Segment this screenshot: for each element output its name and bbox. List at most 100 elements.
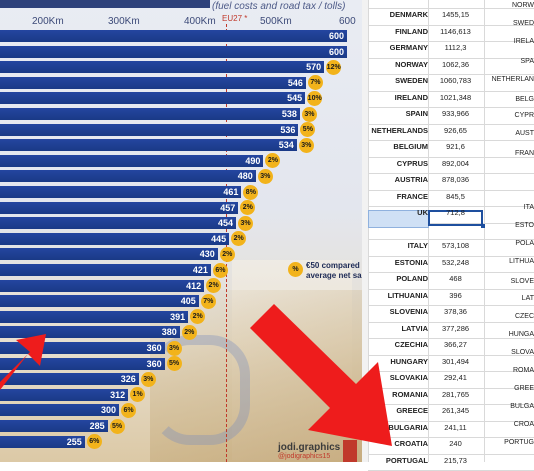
value-cell[interactable]: 532,248 xyxy=(441,257,470,267)
country-cell[interactable]: BULGARIA xyxy=(388,422,428,432)
chart-bar: 534 xyxy=(0,139,297,152)
value-cell[interactable]: 1060,783 xyxy=(439,76,472,85)
chart-bar: 312 xyxy=(0,388,129,401)
value-cell[interactable]: 281,765 xyxy=(441,389,470,399)
chart-bar: 546 xyxy=(0,76,306,89)
country-cell[interactable]: CYPRUS xyxy=(396,158,428,168)
country-cell[interactable]: AUSTRIA xyxy=(394,175,428,184)
bar-value-label: 546 xyxy=(287,77,303,88)
value-cell[interactable]: 468 xyxy=(449,274,462,283)
country-cell[interactable]: FRANCE xyxy=(396,191,428,201)
chart-bar: 412 xyxy=(0,279,205,292)
truncated-cell[interactable]: FRAN xyxy=(514,150,534,157)
truncated-cell[interactable]: CZEC xyxy=(514,313,534,320)
bar-value-label: 461 xyxy=(223,187,239,197)
country-cell[interactable]: CROATIA xyxy=(394,439,428,448)
value-cell[interactable]: 921,6 xyxy=(446,142,465,151)
country-cell[interactable]: IRELAND xyxy=(394,92,428,102)
value-cell[interactable]: 377,286 xyxy=(441,323,470,333)
country-cell[interactable]: ESTONIA xyxy=(394,257,428,267)
spreadsheet[interactable]: DENMARK 1455,15 FINLAND 1146,613 GERMANY 1112… xyxy=(362,0,534,471)
value-cell[interactable]: 378,36 xyxy=(444,307,467,316)
row-gridline xyxy=(368,41,534,42)
truncated-cell[interactable]: LAT xyxy=(521,295,534,302)
value-cell[interactable]: 1112,3 xyxy=(444,43,467,52)
value-cell[interactable]: 712,8 xyxy=(446,208,465,217)
row-gridline xyxy=(368,387,534,389)
truncated-cell[interactable]: SPA xyxy=(520,58,534,65)
country-cell[interactable]: GERMANY xyxy=(389,43,428,52)
percent-badge: 12% xyxy=(326,59,342,75)
row-gridline xyxy=(368,222,534,224)
truncated-cell[interactable]: ROMA xyxy=(513,367,534,374)
truncated-cell[interactable]: ESTO xyxy=(515,222,534,229)
percent-badge: 2% xyxy=(181,324,197,340)
value-cell[interactable]: 241,11 xyxy=(444,422,467,432)
chart-bar: 536 xyxy=(0,123,299,136)
value-cell[interactable]: 366,27 xyxy=(444,340,467,349)
truncated-cell[interactable]: BULGA xyxy=(510,403,534,410)
country-cell[interactable]: GREECE xyxy=(396,406,428,415)
value-cell[interactable]: 926,65 xyxy=(444,125,467,135)
value-cell[interactable]: 878,036 xyxy=(441,175,470,184)
value-cell[interactable]: 892,004 xyxy=(441,158,470,168)
truncated-cell[interactable]: ITA xyxy=(523,204,534,211)
truncated-cell[interactable]: CROA xyxy=(513,421,534,428)
country-cell[interactable]: LITHUANIA xyxy=(387,290,428,300)
truncated-cell[interactable]: IRELA xyxy=(513,38,534,45)
value-cell[interactable]: 1021,348 xyxy=(439,92,472,102)
country-cell[interactable]: BELGIUM xyxy=(393,142,428,151)
country-cell[interactable]: POLAND xyxy=(396,274,428,283)
truncated-cell[interactable]: POLA xyxy=(515,240,534,247)
country-cell[interactable]: PORTUGAL xyxy=(385,455,428,465)
value-cell[interactable]: 240 xyxy=(449,439,462,448)
active-cell[interactable] xyxy=(428,210,483,226)
truncated-cell[interactable]: HUNGA xyxy=(508,331,534,338)
country-cell[interactable]: SLOVENIA xyxy=(389,307,428,316)
row-gridline xyxy=(368,288,534,290)
chart-bar: 457 xyxy=(0,201,239,214)
value-cell[interactable]: 933,966 xyxy=(441,109,470,118)
x-tick-label: 300Km xyxy=(108,16,140,27)
value-cell[interactable]: 261,345 xyxy=(441,406,470,415)
truncated-cell[interactable]: NETHERLAN xyxy=(491,76,534,83)
fill-handle[interactable] xyxy=(481,224,485,228)
truncated-cell[interactable]: NORW xyxy=(511,2,534,9)
country-cell[interactable]: SWEDEN xyxy=(395,76,428,85)
country-cell[interactable]: CZECHIA xyxy=(394,340,428,349)
country-cell[interactable]: ROMANIA xyxy=(392,389,428,399)
country-cell[interactable]: SPAIN xyxy=(405,109,428,118)
percent-badge: 5% xyxy=(300,122,316,138)
country-cell[interactable]: UK xyxy=(417,208,428,217)
value-cell[interactable]: 1146,613 xyxy=(440,26,471,36)
truncated-cell[interactable]: AUST xyxy=(515,130,534,137)
value-cell[interactable]: 845,5 xyxy=(446,191,465,201)
truncated-cell[interactable]: SWED xyxy=(513,20,534,27)
percent-badge: 2% xyxy=(240,200,256,216)
value-cell[interactable]: 1455,15 xyxy=(441,10,470,19)
truncated-cell[interactable]: SLOVA xyxy=(511,349,534,356)
country-cell[interactable]: SLOVAKIA xyxy=(389,373,428,382)
truncated-cell[interactable]: GREE xyxy=(514,385,534,392)
truncated-cell[interactable]: PORTUG xyxy=(504,439,534,446)
value-cell[interactable]: 1062,36 xyxy=(441,59,470,69)
truncated-cell[interactable]: BELG xyxy=(515,96,534,103)
country-cell[interactable]: DENMARK xyxy=(389,10,428,19)
country-cell[interactable]: NORWAY xyxy=(395,59,428,69)
value-cell[interactable]: 301,494 xyxy=(441,356,470,366)
percent-badge: 5% xyxy=(109,418,125,434)
truncated-cell[interactable]: SLOVE xyxy=(510,278,534,285)
row-gridline xyxy=(368,173,534,174)
truncated-cell[interactable]: CYPR xyxy=(514,112,534,119)
bar-value-label: 360 xyxy=(146,358,162,369)
truncated-cell[interactable]: LITHUA xyxy=(509,258,534,265)
country-cell[interactable]: ITALY xyxy=(407,241,428,250)
value-cell[interactable]: 215,73 xyxy=(444,455,467,465)
value-cell[interactable]: 573,108 xyxy=(441,241,470,250)
country-cell[interactable]: NETHERLANDS xyxy=(371,125,428,135)
value-cell[interactable]: 396 xyxy=(449,290,462,300)
value-cell[interactable]: 292,41 xyxy=(444,373,467,382)
country-cell[interactable]: LATVIA xyxy=(401,323,428,333)
country-cell[interactable]: FINLAND xyxy=(395,26,428,36)
country-cell[interactable]: HUNGARY xyxy=(390,356,428,366)
